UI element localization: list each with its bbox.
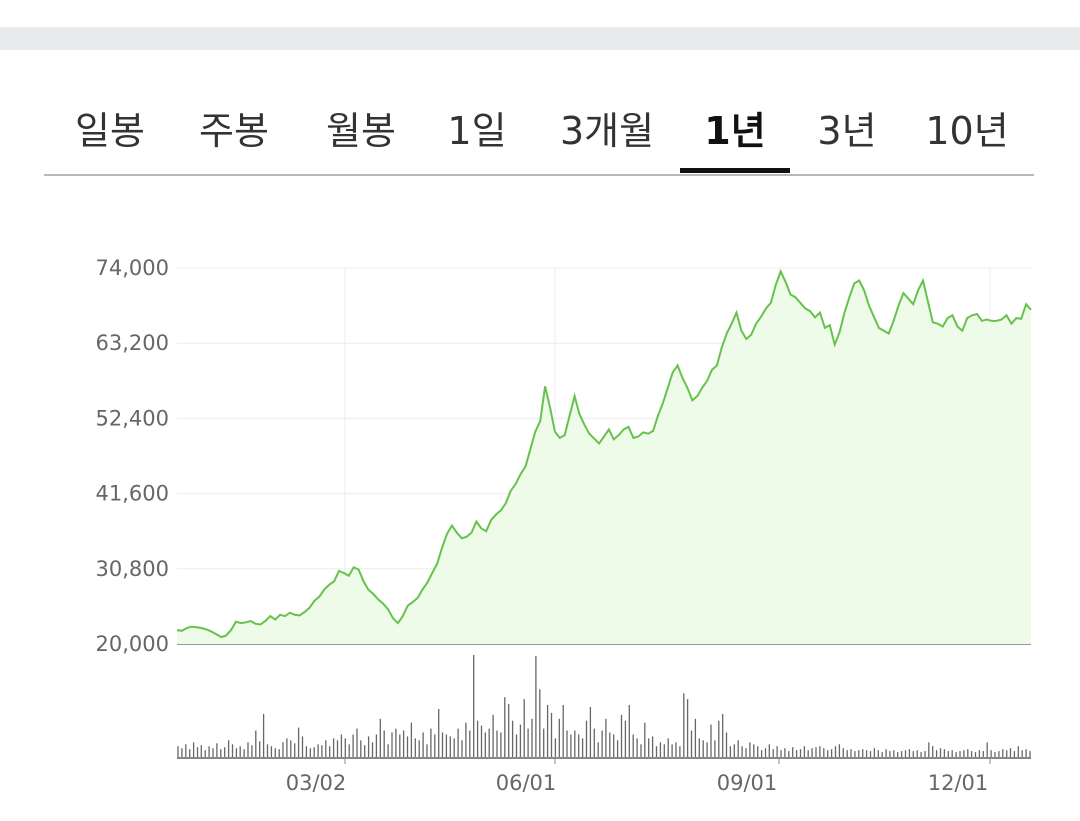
tab-weekly[interactable]: 주봉 [199,109,269,153]
tab-3months[interactable]: 3개월 [559,109,655,153]
tab-daily[interactable]: 일봉 [75,109,145,153]
y-tick-label: 41,600 [96,482,169,506]
active-tab-indicator [680,168,790,173]
price-area [177,271,1031,644]
tab-monthly[interactable]: 월봉 [326,109,396,153]
x-tick-label: 06/01 [496,771,557,795]
y-axis-labels: 20,000 30,800 41,600 52,400 63,200 74,000 [96,256,169,656]
volume-bars [177,655,1031,759]
y-tick-label: 20,000 [96,632,169,656]
x-axis-labels: 03/02 06/01 09/01 12/01 [286,758,991,795]
x-tick-label: 09/01 [717,771,778,795]
price-chart: 20,000 30,800 41,600 52,400 63,200 74,000 03/… [96,256,1032,795]
x-tick-label: 12/01 [928,771,989,795]
y-tick-label: 74,000 [96,256,169,280]
x-tick-label: 03/02 [286,771,347,795]
top-bar [0,27,1080,50]
period-tabs: 일봉 주봉 월봉 1일 3개월 1년 3년 10년 [44,88,1034,176]
tab-10years[interactable]: 10년 [925,109,1009,153]
y-tick-label: 30,800 [96,557,169,581]
price-line [176,268,1032,639]
tab-1year[interactable]: 1년 [704,109,766,153]
tab-1day[interactable]: 1일 [447,109,507,153]
y-tick-label: 63,200 [96,331,169,355]
tab-3years[interactable]: 3년 [817,109,877,153]
y-tick-label: 52,400 [96,406,169,430]
